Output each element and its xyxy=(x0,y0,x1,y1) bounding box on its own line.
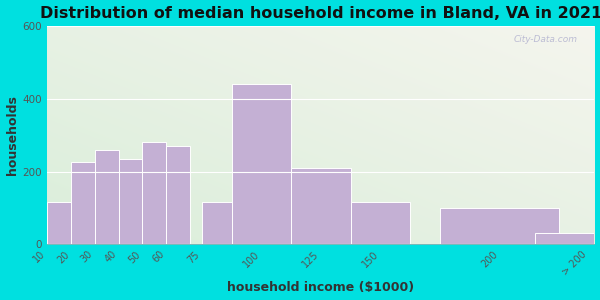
Bar xyxy=(166,146,190,244)
Bar xyxy=(350,202,410,244)
Bar xyxy=(535,233,595,244)
Text: City-Data.com: City-Data.com xyxy=(514,34,578,43)
X-axis label: household income ($1000): household income ($1000) xyxy=(227,281,415,294)
Bar xyxy=(95,150,119,244)
Bar xyxy=(47,202,71,244)
Bar xyxy=(202,202,232,244)
Bar xyxy=(440,208,559,244)
Bar xyxy=(71,162,95,244)
Bar xyxy=(232,84,291,244)
Title: Distribution of median household income in Bland, VA in 2021: Distribution of median household income … xyxy=(40,6,600,21)
Bar xyxy=(142,142,166,244)
Bar xyxy=(291,168,350,244)
Bar xyxy=(119,159,142,244)
Y-axis label: households: households xyxy=(5,95,19,175)
